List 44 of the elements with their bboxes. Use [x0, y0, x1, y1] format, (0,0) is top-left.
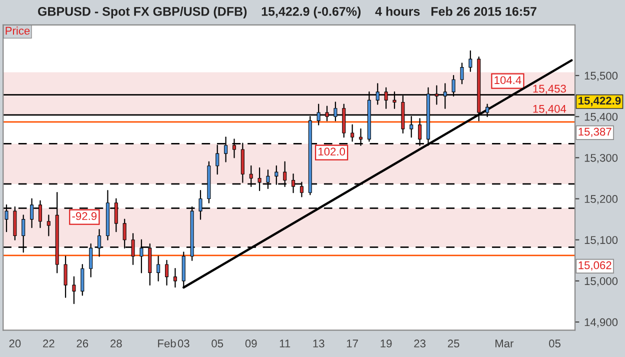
y-tick-label: 15,200	[584, 195, 618, 204]
candlestick	[468, 50, 472, 72]
ref-line-label: 15,404	[533, 104, 566, 114]
y-tick-label: 14,900	[584, 318, 618, 328]
x-tick-label: 28	[110, 340, 122, 348]
x-tick-label: 09	[245, 340, 257, 348]
candlestick	[350, 124, 354, 142]
candlestick	[165, 260, 169, 286]
y-tick-label: 15,100	[584, 236, 618, 246]
candlestick	[64, 256, 68, 298]
x-tick-label: Feb	[158, 339, 176, 348]
x-tick-label: 23	[414, 340, 426, 348]
chart-title: GBPUSD - Spot FX GBP/USD (DFB) 15,422.9 (-0.67%) 4 hours Feb 26 2015 16:57	[38, 6, 536, 18]
candlestick	[46, 214, 50, 236]
candlestick	[460, 62, 464, 84]
candlestick	[258, 167, 262, 192]
candlestick	[80, 264, 84, 296]
y-tick-label: 15,000	[584, 277, 618, 286]
band-label: -92.9	[72, 212, 97, 220]
ref-line-label: 15,062	[578, 261, 612, 270]
y-axis-title: Price	[6, 26, 30, 35]
x-tick-label: 26	[76, 340, 88, 348]
x-tick-label: 20	[9, 340, 21, 348]
band-label: 102.0	[318, 148, 346, 156]
x-tick-label: Mar	[495, 340, 514, 348]
x-tick-label: 17	[346, 340, 358, 348]
text: 15,422.9	[578, 96, 621, 106]
x-tick-label: 11	[280, 340, 290, 348]
candlestick	[156, 256, 160, 282]
x-tick-label: 25	[448, 340, 460, 348]
x-tick-label: 03	[178, 340, 190, 348]
y-tick-label: 15,300	[584, 154, 618, 164]
x-tick-label: 13	[313, 340, 324, 348]
band-label: 104.4	[494, 76, 522, 84]
ref-line-label: 15,453	[533, 84, 566, 94]
y-tick-label: 15,500	[584, 72, 618, 81]
ref-line-label: 15,387	[578, 128, 612, 137]
y-tick-label: 15,400	[584, 112, 618, 122]
candlestick	[173, 268, 177, 288]
x-tick-label: 05	[549, 340, 560, 348]
x-tick-label: 22	[43, 340, 54, 348]
candlestick	[72, 276, 76, 304]
x-tick-label: 05	[212, 340, 224, 348]
x-tick-label: 19	[380, 340, 392, 348]
